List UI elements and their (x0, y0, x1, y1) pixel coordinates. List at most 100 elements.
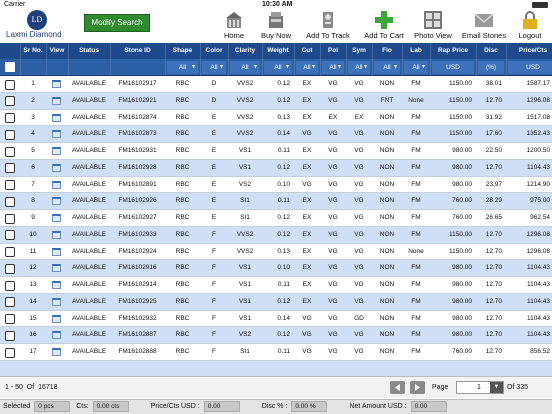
toolbar-label: Add To Track (306, 31, 350, 40)
view-icon[interactable] (52, 230, 61, 239)
filter[interactable]: All ▼ (348, 61, 370, 74)
row-checkbox[interactable] (5, 113, 15, 123)
view-icon[interactable] (52, 331, 61, 340)
cell-text: EX (302, 80, 312, 87)
buy-now-button[interactable]: Buy Now (253, 10, 299, 40)
view-icon[interactable] (52, 314, 61, 323)
row-checkbox[interactable] (5, 330, 15, 341)
cell-text: E (211, 147, 217, 154)
filter[interactable]: USD (508, 61, 552, 74)
view-icon[interactable] (52, 214, 61, 222)
view-icon[interactable] (52, 297, 61, 306)
view-icon[interactable] (52, 264, 61, 273)
cell-text: 980.00 (452, 163, 472, 171)
modify-search-button[interactable]: Modify Search (84, 14, 150, 32)
filter[interactable]: All ▼ (404, 61, 428, 74)
cell-text: 980.00 (452, 314, 472, 322)
next-button[interactable] (410, 381, 425, 394)
filter[interactable]: All ▼ (374, 61, 400, 74)
logout-button[interactable]: Logout (507, 10, 552, 40)
summary-label: Net Amount USD : (349, 403, 407, 411)
view-icon[interactable] (52, 80, 61, 88)
view-icon[interactable] (52, 163, 61, 172)
row (0, 109, 552, 127)
cell-text: FM16102887 (118, 331, 157, 339)
view-icon[interactable] (52, 130, 61, 139)
cell-text: 12.70 (485, 331, 502, 339)
cell-text: 0.12 (277, 230, 290, 238)
cell-text: VS2 (238, 180, 252, 188)
row-checkbox[interactable] (5, 347, 15, 358)
cell-text: 14 (29, 297, 37, 305)
cell-text: 12.70 (485, 281, 502, 288)
cell-text: 1150.00 (448, 230, 472, 238)
cell-text: 4 (31, 130, 35, 138)
row-checkbox[interactable] (5, 129, 15, 140)
summary-value: 0.00 (410, 401, 447, 412)
view-icon[interactable] (52, 281, 61, 289)
cell-text: RBC (175, 297, 190, 305)
row-checkbox[interactable] (5, 230, 15, 241)
filter[interactable]: All ▼ (322, 61, 344, 74)
cell-text: 0.14 (277, 130, 290, 138)
home-button[interactable]: Home (211, 10, 257, 40)
select-all-checkbox[interactable] (5, 62, 15, 72)
cell-text: FM16102932 (118, 314, 157, 322)
toolbar-label: Add To Cart (364, 31, 404, 40)
cell-text: FM16102928 (118, 163, 157, 171)
add-to-cart-button[interactable]: Add To Cart (361, 10, 407, 40)
row-checkbox[interactable] (5, 180, 15, 190)
cell-text: 1200.50 (526, 147, 551, 154)
view-icon[interactable] (52, 180, 61, 189)
row-checkbox[interactable] (5, 263, 15, 274)
row-checkbox[interactable] (5, 146, 15, 157)
cell-text: 0.10 (277, 264, 290, 272)
row-checkbox[interactable] (5, 280, 15, 291)
email-stones-button[interactable]: Email Stones (461, 10, 507, 40)
summary-item: Cts: 0.00 cts (76, 401, 129, 412)
prev-button[interactable] (390, 381, 405, 394)
row-checkbox[interactable] (5, 96, 15, 107)
page-select[interactable]: 1 ▼ (456, 381, 504, 394)
cell-text: VG (328, 163, 338, 171)
row-checkbox[interactable] (5, 196, 15, 207)
row-checkbox[interactable] (5, 163, 15, 174)
logo[interactable]: LD (27, 10, 47, 30)
row (0, 344, 552, 361)
add-to-track-button[interactable]: Add To Track (305, 10, 351, 40)
photo-view-button[interactable]: Photo View (410, 10, 456, 40)
summary-label: Cts: (76, 403, 89, 411)
view-icon[interactable] (52, 96, 61, 105)
view-icon[interactable] (52, 113, 61, 122)
row-checkbox[interactable] (5, 314, 15, 324)
filter[interactable]: (%) (478, 61, 504, 74)
filter[interactable]: All ▼ (264, 61, 292, 74)
filter[interactable]: All ▼ (167, 61, 198, 74)
filter[interactable]: All ▼ (296, 61, 318, 74)
filter-label: All (210, 64, 218, 71)
filter[interactable]: USD (432, 61, 474, 74)
cell-text: VG (354, 197, 364, 205)
summary-value: 0.00 cts (92, 401, 129, 412)
cell-text: NON (379, 163, 395, 171)
cell-text: 12 (29, 264, 37, 272)
cell-text: None (408, 96, 424, 104)
row-checkbox[interactable] (5, 297, 15, 308)
filter[interactable]: All ▼ (202, 61, 226, 74)
cell-text: 10 (29, 230, 37, 238)
row-checkbox[interactable] (5, 79, 15, 90)
view-icon[interactable] (52, 348, 61, 356)
cell-text: RBC (175, 348, 190, 355)
cell-text: VG (302, 348, 312, 355)
view-icon[interactable] (52, 247, 61, 256)
cell-text: FM16102916 (118, 264, 157, 272)
cell-text: FM16102921 (118, 96, 157, 104)
cell-text: 12.70 (485, 297, 502, 305)
view-icon[interactable] (52, 197, 61, 206)
row-checkbox[interactable] (5, 247, 15, 257)
view-icon[interactable] (52, 147, 61, 155)
filter[interactable]: All ▼ (230, 61, 260, 74)
cell-text: VG (328, 247, 338, 255)
row-checkbox[interactable] (5, 213, 15, 224)
cell-text: 1150.00 (448, 130, 472, 138)
